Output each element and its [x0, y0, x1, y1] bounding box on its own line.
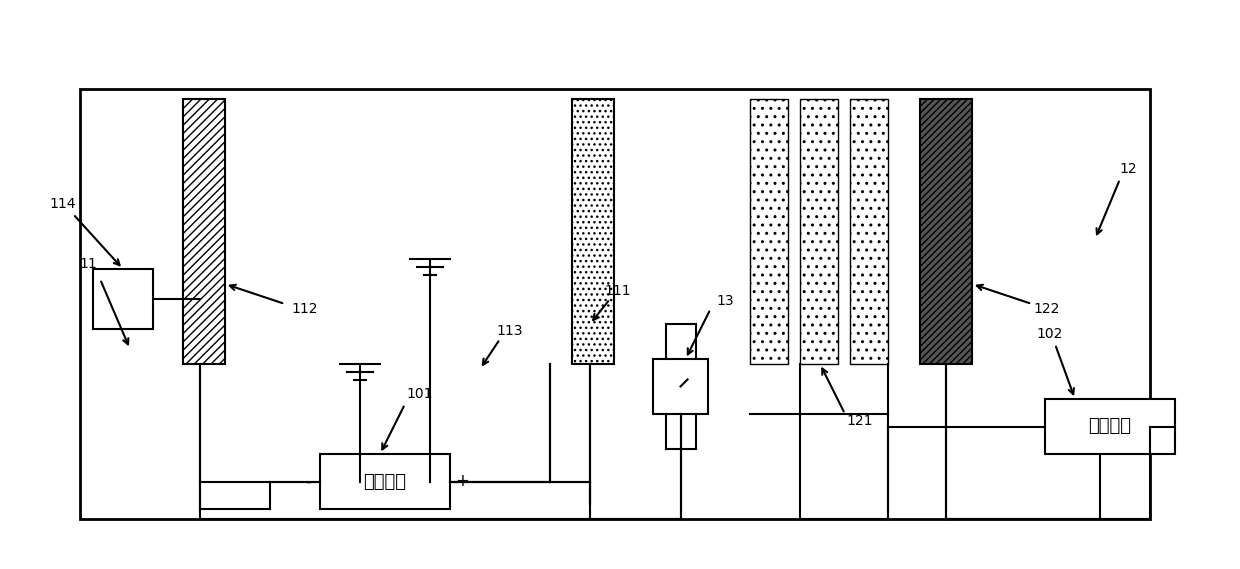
Text: 13: 13 [717, 294, 734, 308]
Text: 12: 12 [1120, 162, 1137, 176]
Text: 102: 102 [1037, 327, 1063, 341]
Bar [750, 99, 787, 364]
Bar [653, 359, 708, 414]
Text: 122: 122 [1034, 302, 1060, 316]
Bar [572, 99, 614, 364]
Bar [320, 454, 450, 509]
Bar [849, 99, 888, 364]
Bar [1045, 399, 1176, 454]
Text: 113: 113 [497, 324, 523, 338]
Bar [184, 99, 224, 364]
Text: 111: 111 [605, 284, 631, 298]
Text: 直流电源: 直流电源 [363, 472, 407, 490]
Bar [93, 269, 153, 329]
Text: -: - [305, 472, 311, 490]
Text: 11: 11 [79, 257, 97, 271]
Text: 121: 121 [847, 414, 873, 428]
Text: 101: 101 [407, 387, 433, 401]
Text: 交流电源: 交流电源 [1089, 418, 1131, 435]
Bar [800, 99, 838, 364]
Text: +: + [455, 472, 469, 490]
Bar [920, 99, 972, 364]
Text: 112: 112 [291, 302, 319, 316]
Bar [81, 89, 1149, 519]
Text: 114: 114 [50, 197, 76, 211]
